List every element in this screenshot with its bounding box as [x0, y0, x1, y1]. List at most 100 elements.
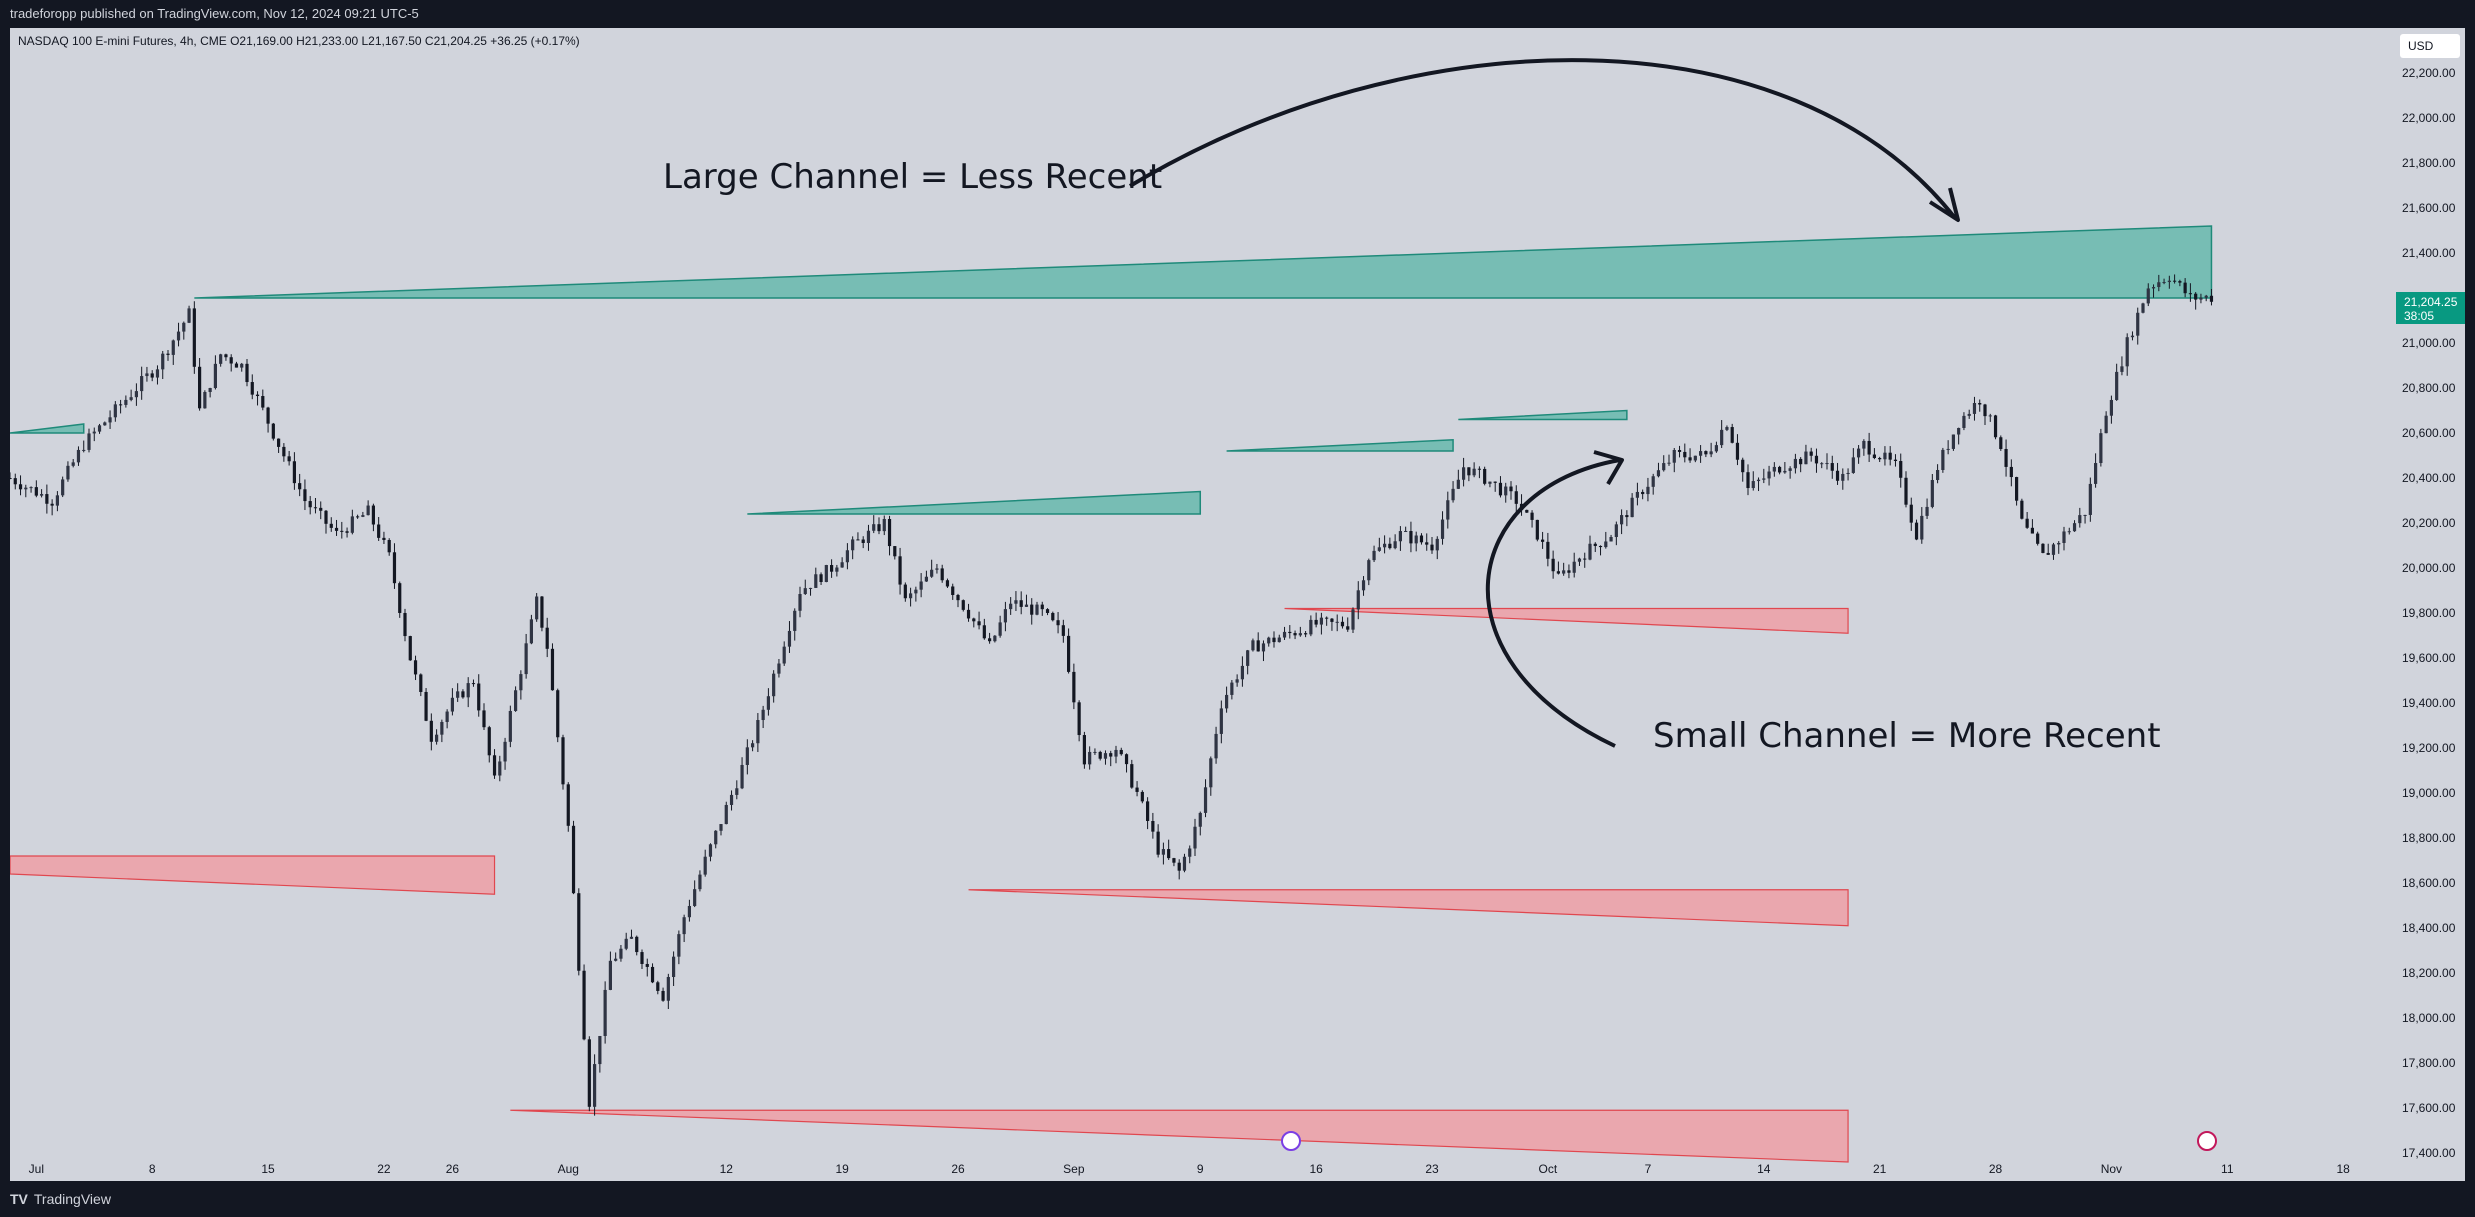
- candle-body: [2115, 371, 2119, 400]
- candle-body: [1914, 522, 1919, 540]
- candle-body: [1203, 787, 1208, 813]
- candle-body: [2078, 515, 2082, 524]
- candle-body: [909, 593, 913, 599]
- candle-body: [1725, 427, 1729, 430]
- candle-body: [1588, 543, 1592, 560]
- candle-body: [1235, 679, 1239, 683]
- candle-body: [1067, 635, 1071, 672]
- candle-body: [835, 567, 839, 572]
- candle-body: [1030, 604, 1034, 615]
- candle-body: [277, 438, 281, 447]
- candle-body: [2051, 544, 2056, 555]
- candle-body: [2041, 543, 2045, 553]
- tradingview-brand: TradingView: [33, 1191, 111, 1207]
- candle-body: [1377, 547, 1381, 551]
- candle-body: [1899, 461, 1903, 478]
- candle-body: [334, 527, 339, 531]
- candle-body: [1188, 848, 1192, 857]
- candle-body: [1414, 535, 1418, 544]
- arrow-curve-large: [1128, 58, 1957, 220]
- bull-zone: [194, 225, 2213, 299]
- candle-body: [1282, 631, 1287, 638]
- candle-body: [972, 618, 976, 622]
- candle-body: [103, 422, 107, 426]
- candle-body: [108, 417, 112, 423]
- candle-body: [1193, 826, 1197, 849]
- candle-body: [61, 479, 65, 496]
- y-axis-tick: 18,600.00: [2402, 876, 2456, 890]
- candle-body: [124, 399, 128, 405]
- candle-body: [219, 354, 223, 364]
- candle-body: [545, 627, 549, 649]
- bear-zone: [1284, 607, 1849, 634]
- candle-body: [361, 515, 365, 517]
- candle-body: [508, 710, 512, 742]
- candle-body: [1946, 448, 1950, 450]
- candle-body: [382, 537, 386, 540]
- candle-body: [1335, 621, 1339, 623]
- candle-body: [1045, 609, 1050, 613]
- candle-body: [1504, 486, 1508, 496]
- candle-body: [471, 683, 476, 685]
- chart-area[interactable]: 22,200.00 22,000.00 21,800.00 21,600.00 21,4…: [10, 28, 2465, 1181]
- y-axis-tick: 21,600.00: [2402, 201, 2456, 215]
- x-axis-tick: Oct: [1539, 1162, 1558, 1176]
- candle-body: [92, 431, 96, 434]
- x-axis-tick: 7: [1645, 1162, 1652, 1176]
- candle-body: [440, 721, 444, 735]
- candle-body: [10, 478, 12, 479]
- candle-body: [1562, 570, 1566, 574]
- candle-body: [2030, 527, 2034, 534]
- candle-body: [424, 691, 428, 721]
- candle-body: [666, 976, 670, 1001]
- candle-body: [2036, 533, 2040, 544]
- candle-body: [1683, 451, 1687, 458]
- candle-body: [1567, 570, 1571, 573]
- candle-body: [1883, 452, 1887, 460]
- candle-body: [919, 581, 923, 590]
- candle-body: [340, 530, 344, 532]
- price-chart[interactable]: 22,200.00 22,000.00 21,800.00 21,600.00 21,4…: [10, 28, 2465, 1181]
- candle-body: [556, 690, 560, 738]
- candle-body: [598, 1035, 602, 1065]
- candle-body: [266, 407, 270, 424]
- candle-body: [851, 539, 855, 551]
- bull-zone: [10, 423, 85, 434]
- candle-body: [461, 691, 465, 698]
- candle-body: [1325, 617, 1329, 619]
- candle-body: [1772, 466, 1776, 472]
- candle-body: [1398, 531, 1402, 542]
- x-axis-tick: 19: [835, 1162, 849, 1176]
- tradingview-logo[interactable]: TV TradingView: [10, 1191, 111, 1207]
- candle-body: [1651, 476, 1655, 487]
- candle-body: [171, 340, 175, 355]
- candle-body: [772, 673, 776, 697]
- candle-body: [2209, 295, 2214, 302]
- candle-body: [845, 550, 849, 563]
- x-axis-tick: 23: [1425, 1162, 1439, 1176]
- currency-selector[interactable]: USD: [2400, 34, 2460, 58]
- candle-body: [803, 588, 807, 595]
- y-axis-tick: 20,200.00: [2402, 516, 2456, 530]
- candle-body: [313, 507, 318, 509]
- y-axis-tick: 19,200.00: [2402, 741, 2456, 755]
- annotation-small-channel: Small Channel = More Recent: [1653, 716, 2161, 756]
- candle-body: [282, 446, 286, 457]
- candle-body: [1072, 671, 1076, 703]
- candle-body: [535, 596, 539, 620]
- candle-body: [435, 734, 439, 742]
- candle-body: [324, 510, 328, 524]
- y-axis-tick: 19,800.00: [2402, 606, 2456, 620]
- candle-body: [298, 483, 302, 490]
- candle-body: [1825, 463, 1829, 465]
- candle-body: [1409, 531, 1413, 544]
- candle-body: [940, 568, 944, 581]
- candle-body: [1198, 812, 1202, 827]
- candle-body: [1662, 463, 1666, 471]
- y-axis-tick: 22,000.00: [2402, 111, 2456, 125]
- candle-body: [1888, 452, 1892, 460]
- candle-body: [1846, 472, 1850, 474]
- candle-body: [1988, 415, 1992, 417]
- candle-body: [866, 530, 871, 543]
- candle-body: [1124, 754, 1129, 765]
